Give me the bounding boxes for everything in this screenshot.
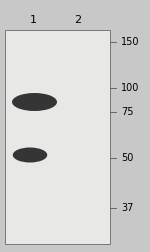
Text: 50: 50 [121, 153, 133, 163]
Ellipse shape [12, 93, 57, 111]
Ellipse shape [13, 147, 47, 163]
Text: 75: 75 [121, 107, 134, 117]
Text: 150: 150 [121, 37, 140, 47]
Text: 1: 1 [30, 15, 36, 25]
Bar [4, 30, 110, 244]
Text: 2: 2 [74, 15, 82, 25]
Text: 37: 37 [121, 203, 133, 213]
Text: 100: 100 [121, 83, 139, 93]
